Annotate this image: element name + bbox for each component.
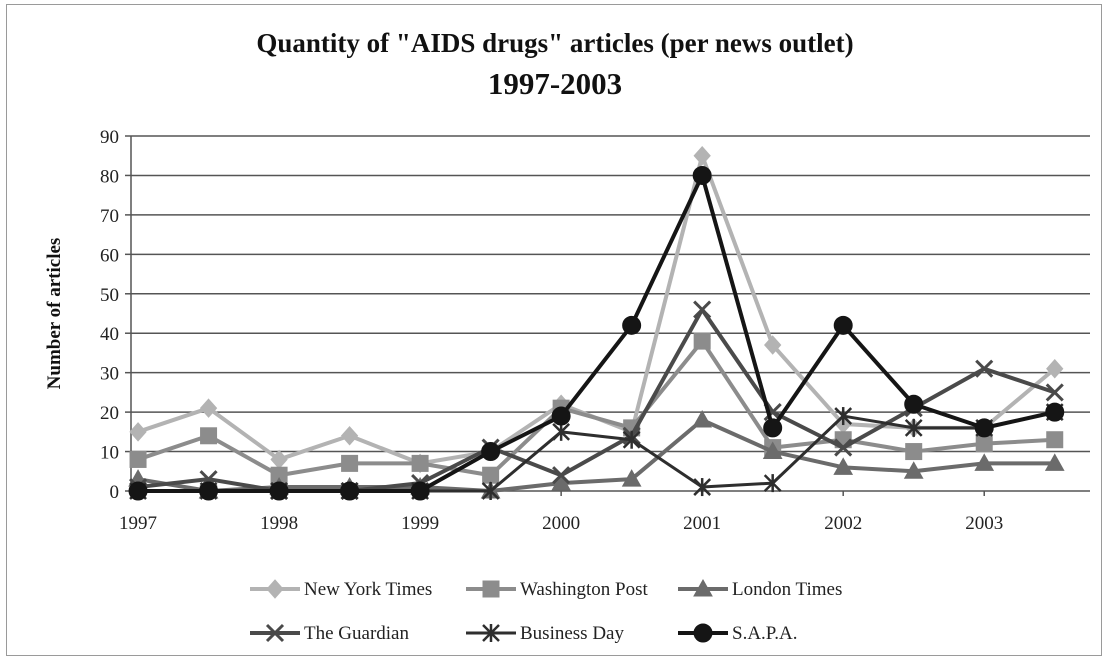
series-line: [137, 418, 1055, 493]
y-tick-label: 30: [100, 364, 119, 385]
data-point: [269, 481, 289, 501]
data-point: [129, 422, 147, 442]
data-point: [692, 409, 713, 428]
legend-item: The Guardian: [250, 623, 409, 644]
x-tick-label: 2002: [824, 513, 862, 534]
data-point: [693, 145, 711, 166]
data-point: [481, 442, 501, 462]
data-point: [551, 406, 571, 426]
data-point: [410, 481, 430, 501]
x-tick-label: 1999: [401, 513, 439, 534]
x-tick-label: 2001: [683, 513, 721, 534]
series-line: [138, 173, 1056, 493]
data-point: [833, 315, 853, 335]
series-washington-post: [129, 332, 1064, 484]
chart-title: Quantity of "AIDS drugs" articles (per n…: [256, 28, 854, 58]
data-point: [128, 481, 148, 501]
data-point: [1045, 383, 1064, 402]
data-point: [340, 426, 359, 446]
data-point: [763, 474, 782, 493]
y-tick-label: 10: [100, 443, 119, 464]
legend-label: Business Day: [520, 623, 624, 644]
data-point: [482, 466, 500, 484]
data-point: [551, 473, 571, 491]
data-point: [974, 453, 995, 471]
data-point: [763, 418, 783, 438]
legend-item: Washington Post: [466, 579, 649, 600]
y-tick-label: 70: [100, 206, 119, 227]
y-tick-label: 0: [110, 482, 120, 503]
legend-label: S.A.P.A.: [732, 623, 797, 644]
data-point: [903, 461, 924, 479]
x-tick-label: 2003: [965, 513, 1003, 534]
data-point: [1045, 402, 1065, 422]
series-new-york-times: [129, 145, 1064, 474]
data-point: [411, 454, 429, 472]
x-tick-label: 1997: [119, 513, 157, 534]
legend-marker: [265, 623, 285, 643]
legend-marker: [693, 578, 713, 597]
data-point: [974, 418, 994, 438]
data-point: [200, 427, 218, 445]
legend-marker: [482, 580, 500, 598]
data-point: [692, 165, 712, 185]
data-point: [622, 430, 641, 449]
y-tick-label: 20: [100, 403, 119, 424]
data-point: [833, 457, 854, 475]
data-point: [764, 335, 782, 355]
series-s-a-p-a: [128, 165, 1065, 501]
y-tick-label: 60: [100, 245, 119, 266]
data-point: [904, 394, 924, 414]
y-tick-label: 80: [100, 166, 119, 187]
data-point: [621, 469, 642, 487]
data-point: [129, 450, 147, 468]
data-point: [693, 332, 711, 350]
data-point: [834, 407, 853, 426]
y-tick-label: 90: [100, 127, 119, 148]
legend-marker: [693, 623, 713, 643]
y-tick-label: 40: [100, 324, 119, 345]
legend-marker: [266, 579, 284, 599]
data-point: [975, 435, 993, 453]
data-point: [1046, 358, 1064, 379]
y-axis-title: Number of articles: [44, 238, 65, 390]
legend-label: The Guardian: [304, 623, 409, 644]
data-point: [693, 478, 712, 497]
legend-label: New York Times: [304, 579, 432, 600]
data-point: [552, 422, 571, 441]
legend-item: Business Day: [466, 623, 624, 644]
data-point: [1046, 431, 1064, 449]
y-tick-label: 50: [100, 285, 119, 306]
data-point: [904, 418, 923, 437]
data-point: [199, 398, 218, 418]
legend-marker: [482, 624, 500, 642]
legend-label: Washington Post: [520, 579, 649, 600]
data-point: [905, 443, 923, 461]
data-point: [975, 359, 994, 378]
series-line: [137, 339, 1055, 478]
data-point: [199, 481, 219, 501]
data-point: [834, 438, 853, 457]
data-point: [762, 441, 783, 460]
x-tick-label: 1998: [260, 513, 298, 534]
data-point: [341, 454, 359, 472]
data-point: [1044, 453, 1065, 471]
data-point: [622, 315, 642, 335]
chart-subtitle: 1997-2003: [487, 66, 623, 101]
data-point: [552, 466, 571, 485]
x-tick-label: 2000: [542, 513, 580, 534]
chart-frame: [6, 4, 1102, 656]
legend-item: S.A.P.A.: [678, 623, 797, 644]
data-point: [481, 482, 500, 500]
data-point: [340, 481, 360, 501]
legend-item: London Times: [678, 578, 842, 600]
legend-label: London Times: [732, 579, 842, 600]
data-point: [693, 300, 712, 319]
legend-item: New York Times: [250, 579, 432, 600]
